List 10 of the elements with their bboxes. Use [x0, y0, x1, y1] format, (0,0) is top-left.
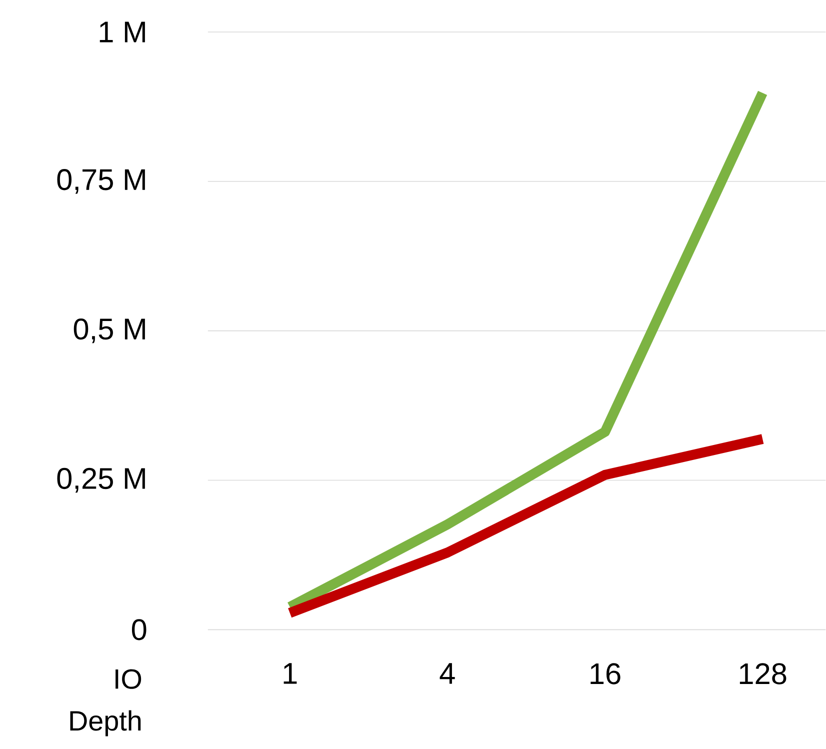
- y-tick-label: 0,5 M: [74, 318, 145, 344]
- y-tick-label: 0,75 M: [57, 169, 145, 194]
- y-tick-label: 1 M: [100, 22, 145, 42]
- y-tick-label: 0: [132, 619, 146, 640]
- x-tick-label: 4: [440, 663, 455, 684]
- x-axis-title: IO Depth: [70, 669, 142, 736]
- y-tick-label: 0,25 M: [57, 468, 145, 493]
- x-tick-label: 1: [284, 663, 297, 684]
- x-tick-label: 16: [590, 663, 620, 685]
- x-tick-label: 128: [740, 663, 786, 685]
